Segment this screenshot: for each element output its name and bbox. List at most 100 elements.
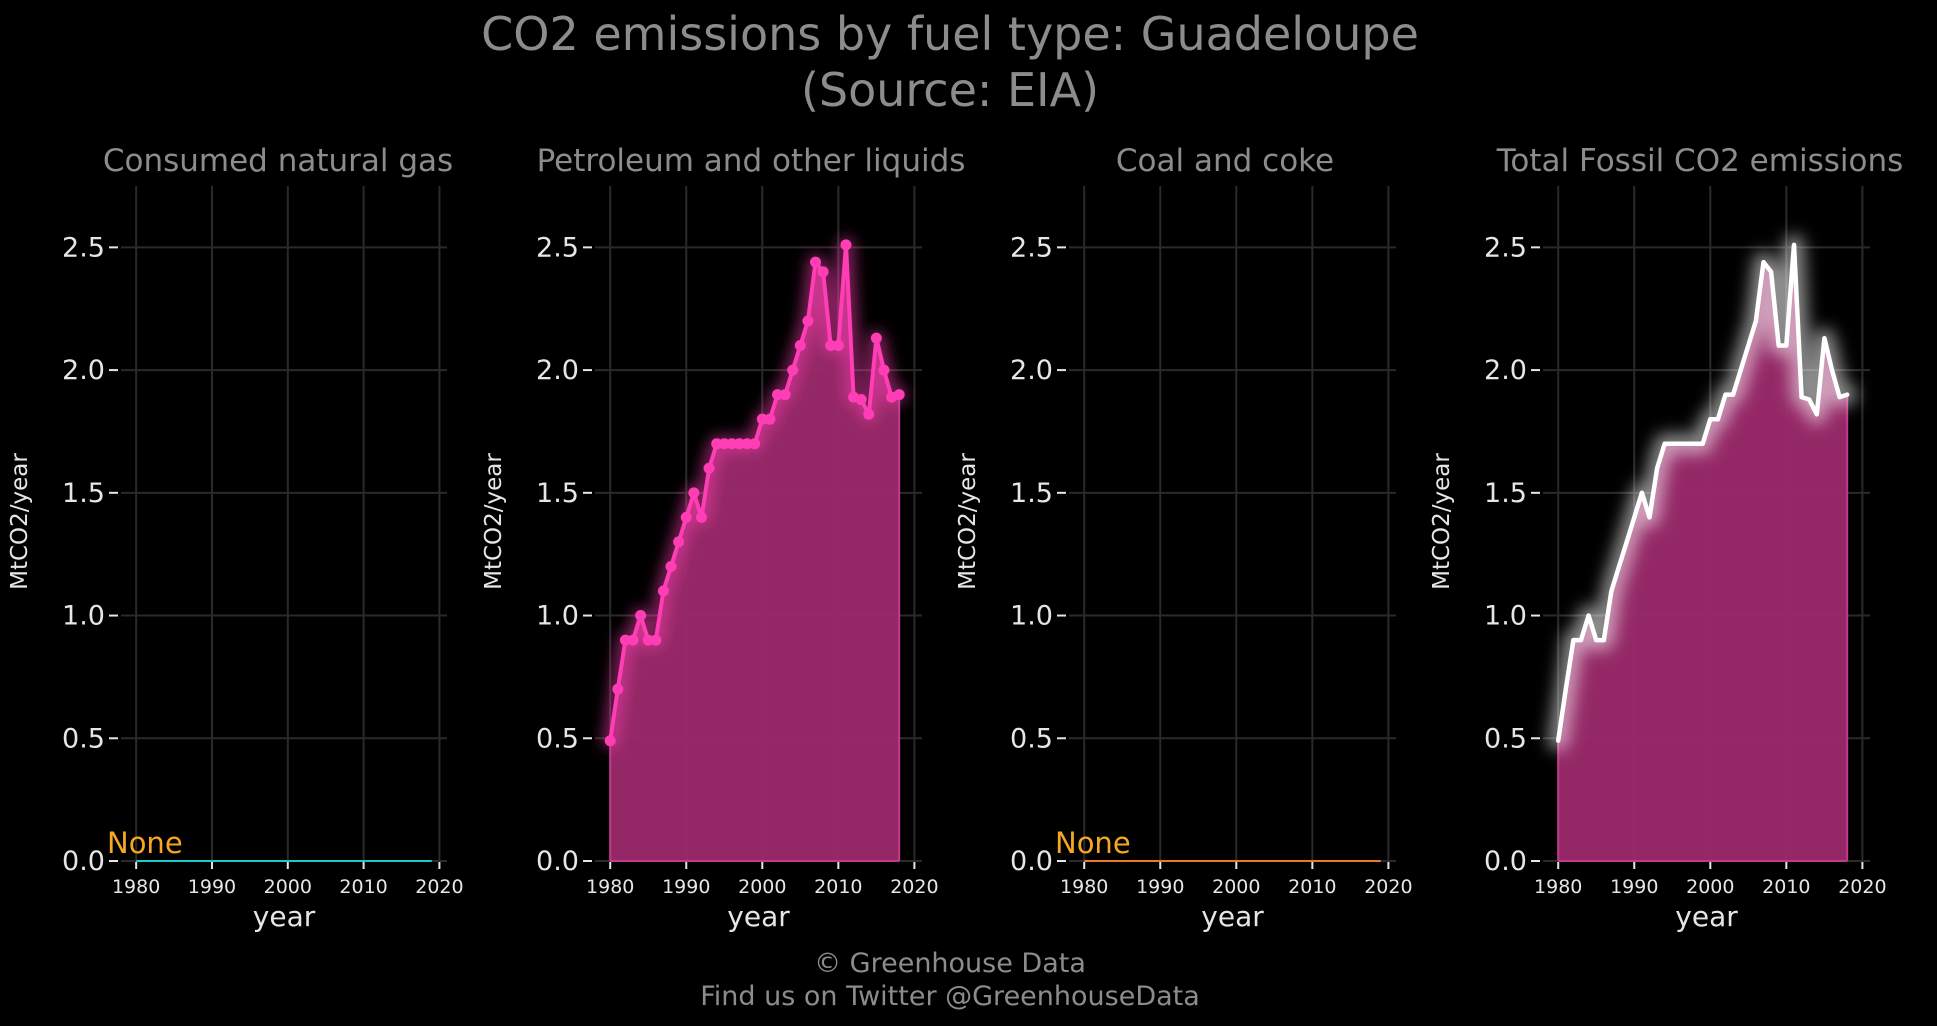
data-point [711,438,723,450]
data-point [825,340,837,352]
y-tick-label: 1.0 [1484,601,1527,632]
x-tick-label: 2010 [814,876,862,898]
x-tick-label: 2020 [890,876,938,898]
y-tick-label: 1.0 [62,601,105,632]
data-point [619,634,631,646]
data-point [612,683,624,695]
x-tick-label: 1980 [586,876,634,898]
y-tick-label: 0.0 [536,846,579,877]
y-tick-label: 2.5 [1010,232,1053,263]
x-tick-label: 2010 [1288,876,1336,898]
data-point [756,413,768,425]
data-point [749,438,761,450]
footer-copyright: © Greenhouse Data [814,948,1086,979]
x-axis-label: year [253,900,316,933]
data-point [802,315,814,327]
y-tick-label: 1.0 [536,601,579,632]
x-tick-label: 2020 [1364,876,1412,898]
footer-twitter: Find us on Twitter @GreenhouseData [700,981,1200,1012]
y-tick-label: 0.0 [62,846,105,877]
y-axis-label: MtCO2/year [481,453,507,590]
data-point [878,364,890,376]
series-line [1555,242,1850,743]
x-tick-label: 1980 [1060,876,1108,898]
x-tick-label: 2010 [1762,876,1810,898]
panel-3: Coal and coke 0.0 0.5 1.0 1.5 2.0 2.5 1980 1990 2… [955,143,1413,933]
x-tick-label: 2000 [1686,876,1734,898]
data-point [680,511,692,523]
y-tick-label: 2.0 [1010,355,1053,386]
x-tick-label: 2010 [339,876,387,898]
x-tick-label: 2020 [415,876,463,898]
data-point [733,438,745,450]
y-tick-label: 1.5 [62,478,105,509]
x-tick-label: 1980 [1534,876,1582,898]
y-tick-label: 2.0 [536,355,579,386]
data-point [863,408,875,420]
data-point [893,389,905,401]
y-tick-label: 0.5 [62,723,105,754]
data-point [870,332,882,344]
y-tick-label: 0.5 [536,723,579,754]
data-point [832,340,844,352]
data-point [810,256,822,268]
panel-4: Total Fossil CO2 emissions 0.0 0.5 1.0 1.5 2.… [1429,143,1903,933]
data-point [703,462,715,474]
panel-2: Petroleum and other liquids 0.0 0.5 1.0 1.5 2… [481,143,965,933]
panel-1: Consumed natural gas 0.0 0.5 1.0 1.5 2.0 2.5 19… [7,143,464,933]
data-point [787,364,799,376]
x-tick-label: 1990 [1610,876,1658,898]
y-axis-label: MtCO2/year [955,453,981,590]
panel-title: Consumed natural gas [103,143,453,179]
data-point [665,560,677,572]
y-tick-label: 1.5 [536,478,579,509]
y-tick-label: 0.5 [1010,723,1053,754]
y-axis-label: MtCO2/year [1429,453,1455,590]
data-point [794,340,806,352]
x-tick-label: 2000 [738,876,786,898]
y-tick-label: 1.0 [1010,601,1053,632]
data-point [650,634,662,646]
y-tick-label: 2.0 [62,355,105,386]
x-tick-label: 1980 [112,876,160,898]
data-point [604,735,616,747]
y-tick-label: 2.5 [536,232,579,263]
panel-title: Total Fossil CO2 emissions [1496,143,1904,179]
y-tick-label: 2.0 [1484,355,1527,386]
x-tick-label: 1990 [1136,876,1184,898]
x-tick-label: 2000 [264,876,312,898]
data-point [764,413,776,425]
y-tick-label: 0.5 [1484,723,1527,754]
data-point [772,389,784,401]
data-point [855,394,867,406]
y-tick-label: 0.0 [1484,846,1527,877]
data-point [817,266,829,278]
x-axis-label: year [1201,900,1264,933]
data-point [726,438,738,450]
x-tick-label: 1990 [662,876,710,898]
data-point [840,239,852,251]
y-tick-label: 2.5 [62,232,105,263]
data-point [657,585,669,597]
chart-title: CO2 emissions by fuel type: Guadeloupe [481,7,1419,61]
data-point [718,438,730,450]
data-point [695,511,707,523]
data-point [741,438,753,450]
y-axis-label: MtCO2/year [7,453,33,590]
chart-subtitle: (Source: EIA) [801,63,1099,117]
y-tick-label: 0.0 [1010,846,1053,877]
y-tick-label: 1.5 [1010,478,1053,509]
data-point [673,536,685,548]
no-data-annotation: None [1055,826,1131,860]
no-data-annotation: None [107,826,183,860]
x-axis-label: year [727,900,790,933]
data-point [635,610,647,622]
x-tick-label: 1990 [188,876,236,898]
x-axis-label: year [1675,900,1738,933]
panel-title: Petroleum and other liquids [537,143,966,179]
y-tick-label: 1.5 [1484,478,1527,509]
series-area [610,244,900,861]
panel-title: Coal and coke [1116,143,1334,179]
panels-container: Consumed natural gas 0.0 0.5 1.0 1.5 2.0 2.5 19… [7,143,1903,933]
